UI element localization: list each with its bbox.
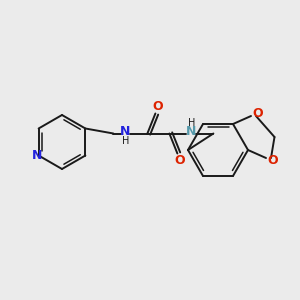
Text: N: N [32,149,42,162]
Text: N: N [120,125,130,138]
Text: O: O [152,100,163,113]
Text: O: O [268,154,278,167]
Text: O: O [174,154,185,167]
Text: O: O [253,106,263,119]
Text: H: H [122,136,129,146]
Text: N: N [186,125,197,138]
Text: H: H [188,118,195,128]
